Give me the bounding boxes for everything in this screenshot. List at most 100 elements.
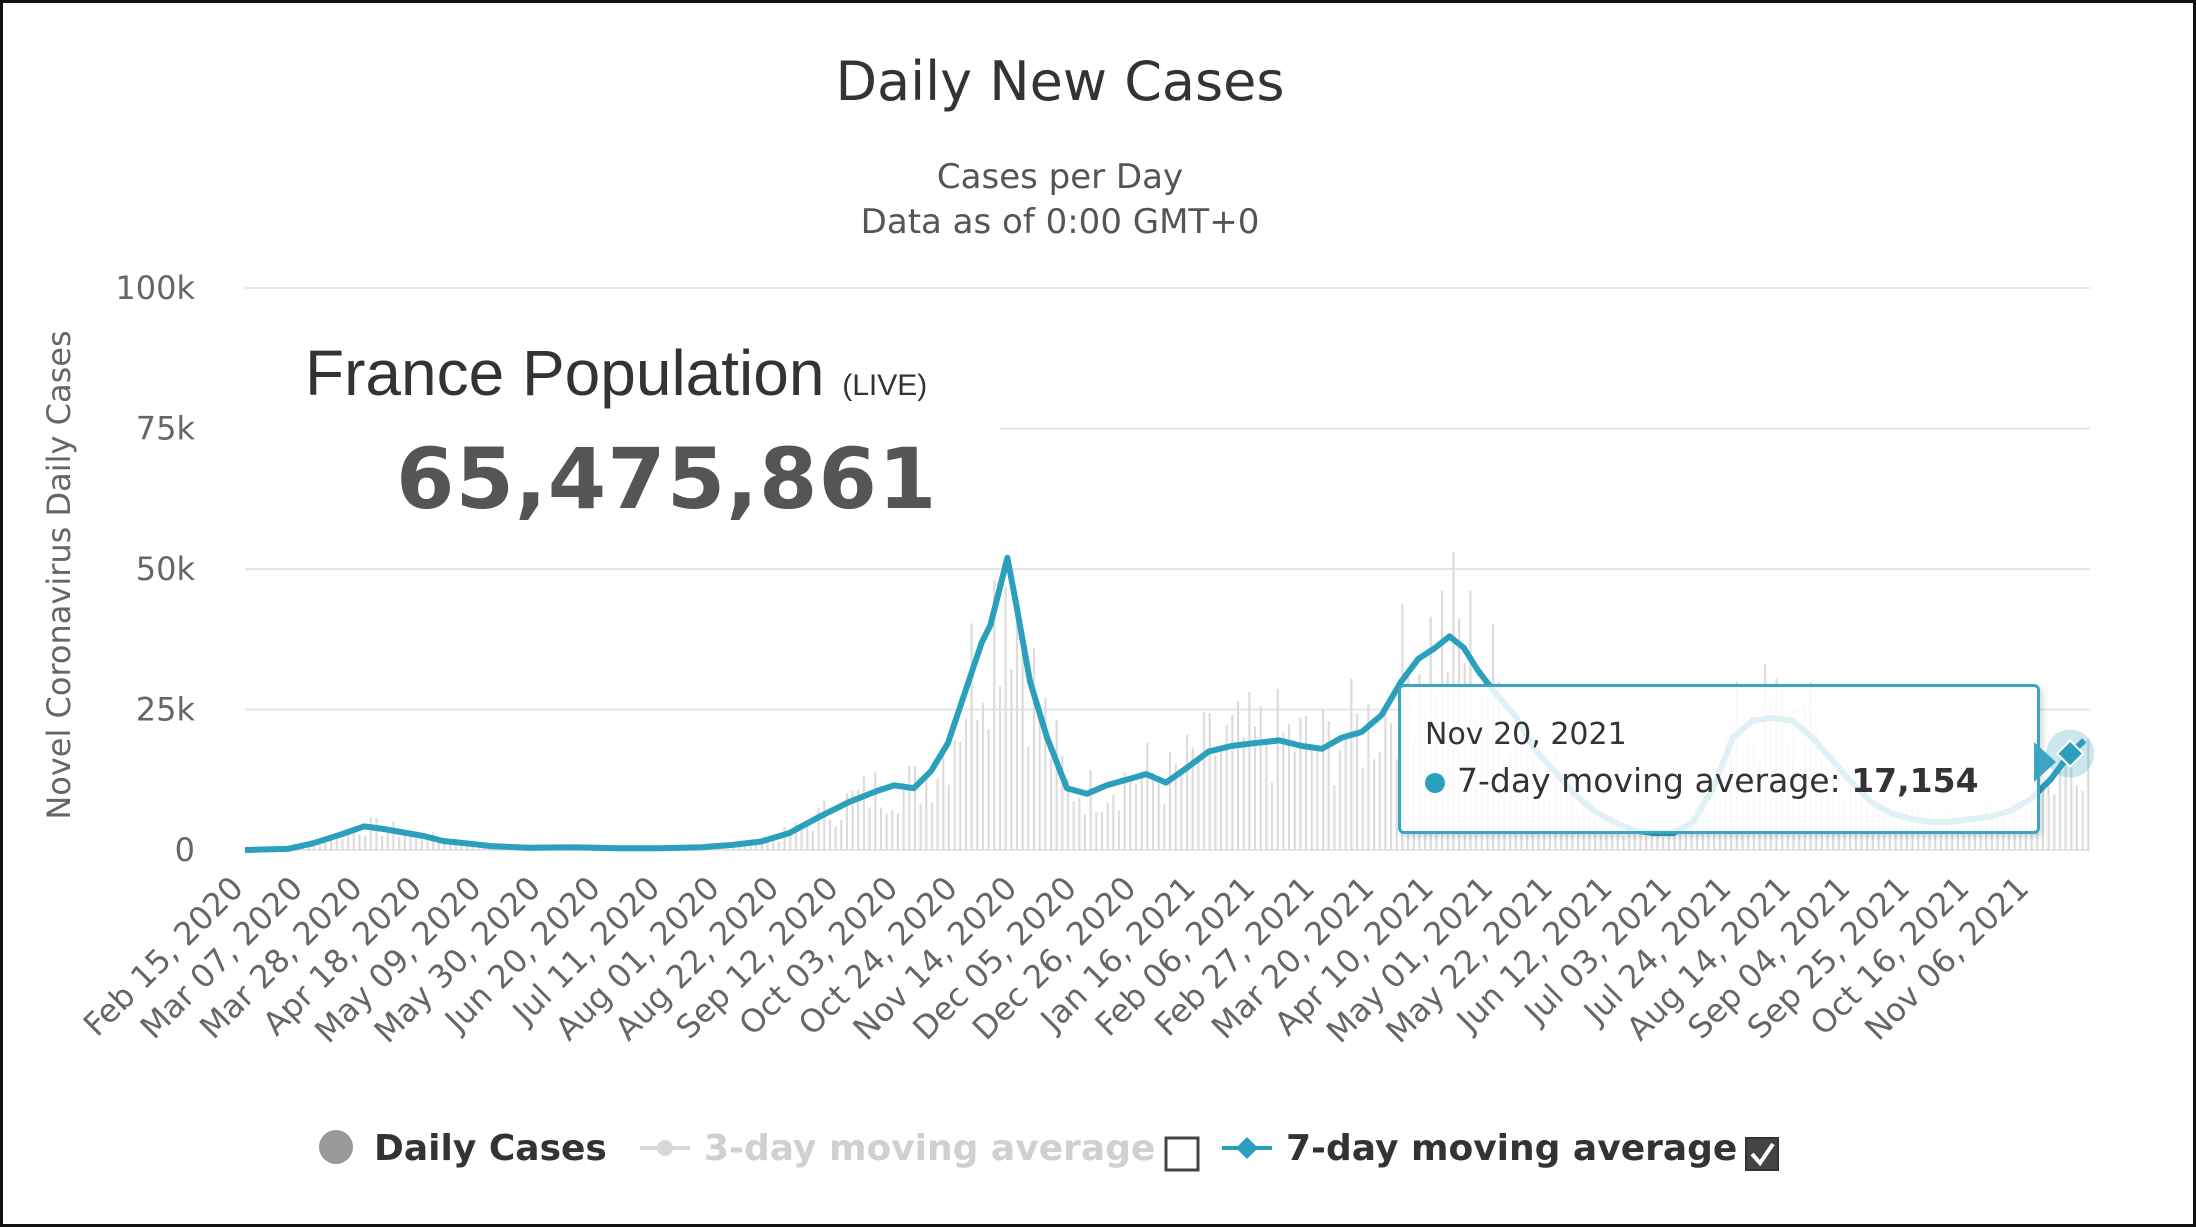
- daily-case-bar: [862, 776, 866, 850]
- daily-case-bar: [1095, 812, 1098, 850]
- chart-tooltip: Nov 20, 2021 7-day moving average: 17,15…: [1398, 684, 2040, 834]
- daily-case-bar: [1962, 826, 1965, 850]
- daily-case-bar: [1338, 750, 1342, 850]
- daily-case-bar: [1979, 821, 1982, 850]
- daily-case-bar: [1242, 737, 1245, 850]
- daily-case-bar: [800, 824, 803, 850]
- daily-case-bar: [1667, 830, 1670, 850]
- daily-case-bar: [1055, 719, 1058, 850]
- daily-case-bar: [845, 793, 849, 850]
- daily-case-bar: [1248, 691, 1251, 850]
- daily-case-bar: [483, 846, 486, 850]
- daily-case-bar: [2047, 776, 2050, 850]
- daily-case-bar: [1253, 726, 1257, 850]
- daily-case-bar: [2007, 826, 2011, 850]
- daily-case-bar: [1134, 784, 1138, 850]
- daily-case-bar: [1259, 706, 1262, 850]
- legend-daily-cases[interactable]: Daily Cases: [374, 1128, 607, 1169]
- daily-case-bar: [868, 807, 871, 850]
- daily-case-bar: [993, 580, 996, 850]
- daily-case-bar: [1015, 601, 1019, 850]
- daily-case-bar: [1231, 715, 1234, 850]
- daily-case-bar: [942, 751, 945, 850]
- daily-case-bar: [358, 834, 361, 850]
- daily-case-bar: [426, 840, 429, 850]
- daily-case-bar: [1021, 646, 1024, 850]
- daily-case-bar: [1299, 717, 1302, 850]
- daily-case-bar: [1276, 688, 1279, 850]
- daily-case-bar: [987, 729, 990, 850]
- daily-case-bar: [1265, 745, 1268, 850]
- daily-case-bar: [1367, 703, 1370, 850]
- daily-case-bar: [936, 778, 939, 850]
- legend-7day-checkbox[interactable]: [1745, 1137, 1779, 1171]
- legend: Daily Cases 3-day moving average 7-day m…: [319, 1128, 1779, 1172]
- daily-case-bar: [352, 830, 355, 850]
- daily-case-bar: [335, 833, 338, 850]
- chart-title: Daily New Cases: [835, 50, 1284, 113]
- daily-case-bar: [743, 844, 747, 850]
- daily-case-bar: [386, 830, 389, 850]
- daily-case-bar: [902, 782, 905, 850]
- daily-case-bar: [1656, 832, 1659, 850]
- y-axis-label: Novel Coronavirus Daily Cases: [40, 330, 78, 819]
- daily-case-bar: [1044, 697, 1047, 850]
- daily-case-bar: [2053, 794, 2056, 850]
- daily-case-bar: [755, 845, 758, 850]
- daily-case-bar: [1650, 828, 1653, 850]
- daily-case-bar: [1174, 763, 1177, 850]
- daily-case-bar: [1083, 814, 1087, 850]
- daily-case-bar: [1605, 827, 1608, 850]
- legend-daily-cases-icon[interactable]: [319, 1130, 353, 1164]
- daily-case-bar: [925, 775, 928, 850]
- daily-case-bar: [879, 807, 883, 850]
- daily-case-bar: [1973, 822, 1977, 850]
- tooltip-value: 17,154: [1851, 761, 1979, 800]
- daily-case-bar: [1089, 770, 1092, 850]
- legend-3day-moving-average[interactable]: 3-day moving average: [704, 1128, 1155, 1169]
- daily-case-bar: [364, 835, 367, 850]
- daily-case-bar: [443, 843, 446, 850]
- daily-case-bar: [1191, 747, 1194, 850]
- daily-case-bar: [2087, 739, 2090, 850]
- daily-case-bar: [1049, 758, 1053, 850]
- daily-case-bar: [392, 821, 395, 850]
- daily-case-bar: [1151, 772, 1155, 850]
- legend-3day-checkbox[interactable]: [1164, 1136, 1200, 1172]
- legend-7day-diamond-icon: [1236, 1137, 1258, 1159]
- daily-case-bar: [789, 833, 792, 850]
- daily-case-bar: [1027, 747, 1030, 850]
- daily-case-bar: [409, 832, 412, 850]
- daily-case-bar: [1078, 797, 1081, 850]
- daily-case-bar: [460, 844, 463, 850]
- y-tick-label: 50k: [136, 550, 196, 588]
- daily-case-bar: [1140, 771, 1143, 850]
- daily-case-bar: [318, 844, 321, 850]
- daily-case-bar: [783, 827, 786, 850]
- daily-case-bar: [896, 813, 900, 850]
- daily-case-bar: [1673, 826, 1676, 850]
- daily-case-bar: [454, 843, 457, 850]
- daily-case-bar: [1214, 755, 1217, 850]
- daily-case-bar: [953, 740, 956, 850]
- daily-case-bar: [1939, 832, 1942, 850]
- daily-case-bar: [930, 802, 934, 850]
- tooltip-date: Nov 20, 2021: [1425, 717, 1627, 752]
- daily-case-bar: [449, 840, 452, 850]
- daily-case-bar: [2070, 751, 2073, 850]
- legend-7day-moving-average[interactable]: 7-day moving average: [1286, 1128, 1737, 1169]
- daily-case-bar: [1032, 648, 1036, 850]
- daily-case-bar: [1372, 759, 1376, 850]
- daily-case-bar: [1395, 759, 1398, 850]
- highlight-point[interactable]: [2055, 739, 2085, 769]
- population-overlay: [240, 320, 1000, 550]
- daily-case-bar: [1894, 825, 1897, 850]
- daily-case-bar: [1061, 756, 1064, 850]
- daily-case-bar: [857, 789, 860, 850]
- daily-case-bar: [1645, 836, 1648, 850]
- daily-case-bar: [1622, 835, 1625, 850]
- daily-case-bar: [1378, 751, 1381, 850]
- daily-case-bar: [1599, 829, 1602, 850]
